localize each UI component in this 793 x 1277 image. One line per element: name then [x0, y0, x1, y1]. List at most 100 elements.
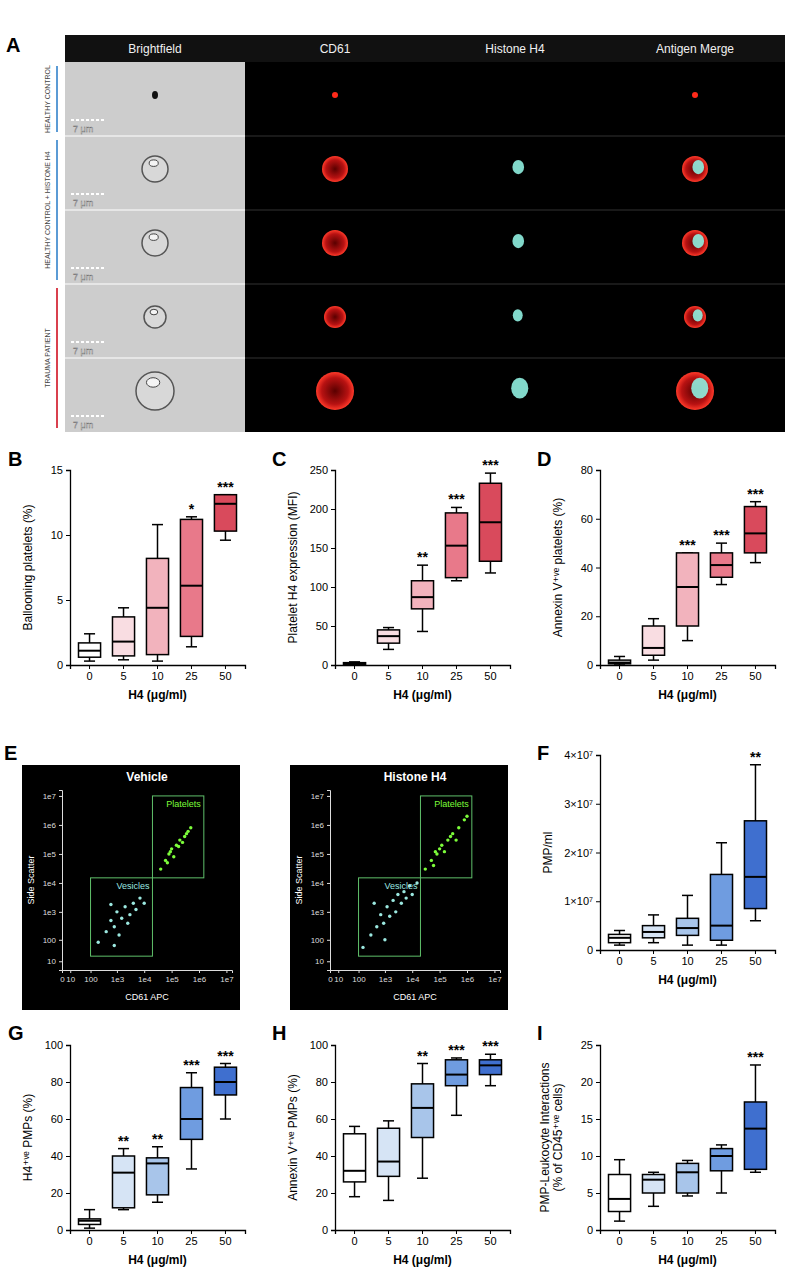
- point: [430, 859, 433, 862]
- y-tick: 1e3: [43, 908, 62, 917]
- y-tick-mark: [59, 961, 62, 962]
- x-tick-label: 1e7: [220, 975, 234, 984]
- row-separator: [245, 284, 785, 285]
- x-axis: 05102550: [336, 665, 511, 682]
- y-tick-label: 20: [316, 1187, 328, 1199]
- x-tick-label: 1e6: [193, 975, 207, 984]
- x-tick: 0: [351, 1230, 357, 1247]
- point: [123, 905, 126, 908]
- plot-area: [608, 1065, 766, 1221]
- y-tick-mark: [331, 470, 335, 471]
- y-tick-mark: [331, 509, 335, 510]
- whisker-cap: [648, 914, 659, 916]
- x-tick-mark: [653, 1230, 654, 1234]
- y-tick-label: 1e6: [43, 821, 57, 830]
- point: [109, 919, 112, 922]
- y-tick-mark: [596, 804, 600, 805]
- y-tick: 100: [310, 1039, 335, 1051]
- y-tick-mark: [331, 1156, 335, 1157]
- point: [385, 905, 388, 908]
- y-tick: 1×10⁷: [564, 895, 600, 907]
- whisker-cap: [682, 1160, 693, 1162]
- cell-image: [693, 309, 703, 321]
- scale-bar: [71, 267, 105, 269]
- y-tick: 20: [581, 1076, 600, 1088]
- whisker-cap: [682, 640, 693, 642]
- box: [78, 1219, 100, 1225]
- whisker-cap: [118, 607, 129, 609]
- x-tick-mark: [467, 970, 468, 973]
- scale-bar: [71, 119, 105, 121]
- whisker-cap: [349, 1196, 360, 1198]
- cell-image: [316, 372, 354, 410]
- y-axis-title: Ballooning platelets (%): [21, 504, 35, 630]
- scale-bar-label: 7 μm: [73, 124, 93, 134]
- x-tick-mark: [191, 665, 192, 669]
- chart-title: Histone H4: [384, 770, 447, 784]
- whisker-cap: [614, 944, 625, 946]
- y-tick-mark: [596, 665, 600, 666]
- box: [445, 1060, 467, 1086]
- x-tick: 0: [60, 970, 65, 984]
- whisker-cap: [451, 580, 462, 582]
- whisker-cap: [417, 631, 428, 633]
- point: [181, 841, 184, 844]
- x-tick: 1e3: [111, 970, 125, 984]
- plot-area: [78, 1064, 236, 1229]
- y-axis: 051015: [51, 464, 71, 671]
- x-tick: 10: [416, 1230, 428, 1247]
- median: [214, 503, 236, 505]
- whisker-cap: [682, 944, 693, 946]
- median: [343, 1170, 365, 1172]
- y-tick-label: 1e6: [311, 821, 325, 830]
- y-tick-mark: [596, 1193, 600, 1194]
- y-tick-mark: [327, 854, 330, 855]
- x-tick-mark: [191, 1230, 192, 1234]
- cell-image: [692, 160, 704, 174]
- y-tick-mark: [66, 1230, 70, 1231]
- x-axis: 05102550: [71, 665, 246, 682]
- cell-image: [682, 156, 708, 182]
- y-tick: 5: [57, 594, 70, 606]
- y-tick: 10: [47, 957, 62, 966]
- y-tick-mark: [66, 600, 70, 601]
- x-tick-mark: [653, 665, 654, 669]
- significance: ***: [713, 527, 730, 543]
- y-tick: 1e6: [43, 821, 62, 830]
- y-tick-mark: [331, 548, 335, 549]
- median: [744, 1128, 766, 1130]
- box: [676, 918, 698, 935]
- x-tick-label: 25: [715, 670, 727, 682]
- column-header: Histone H4: [485, 42, 545, 56]
- point: [443, 850, 446, 853]
- x-tick-label: 1e7: [488, 975, 502, 984]
- panel-label: A: [6, 34, 20, 56]
- x-tick-mark: [123, 665, 124, 669]
- x-tick-mark: [490, 665, 491, 669]
- y-tick-label: 20: [581, 1076, 593, 1088]
- x-tick: 25: [715, 665, 727, 682]
- x-tick-mark: [354, 1230, 355, 1234]
- whisker-cap: [383, 1120, 394, 1122]
- y-tick: 1e6: [311, 821, 330, 830]
- x-tick-mark: [388, 1230, 389, 1234]
- y-tick-label: 1e3: [311, 908, 325, 917]
- median: [78, 1220, 100, 1222]
- y-tick-label: 100: [310, 1039, 328, 1051]
- x-tick-mark: [412, 970, 413, 973]
- x-tick: 5: [385, 1230, 391, 1247]
- panel-label: I: [537, 1022, 543, 1044]
- x-tick-mark: [172, 970, 173, 973]
- x-tick-mark: [619, 1230, 620, 1234]
- whisker-cap: [614, 1220, 625, 1222]
- x-axis: 05102550: [336, 1230, 511, 1247]
- whisker-cap: [383, 1200, 394, 1202]
- whisker-cap: [152, 1202, 163, 1204]
- x-tick: 1e5: [165, 970, 179, 984]
- y-tick: 40: [316, 1150, 335, 1162]
- x-tick-label: 5: [650, 670, 656, 682]
- cell-image: [136, 372, 174, 410]
- x-tick: 10: [681, 950, 693, 967]
- x-tick-mark: [123, 1230, 124, 1234]
- x-tick: 1e3: [379, 970, 393, 984]
